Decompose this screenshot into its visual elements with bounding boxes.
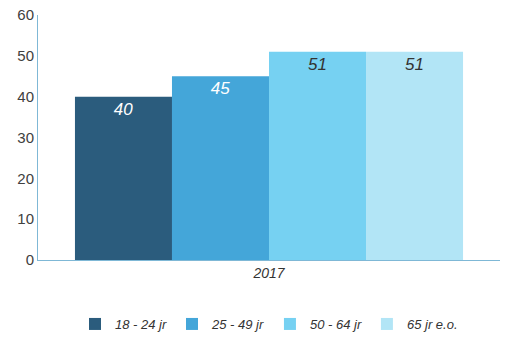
svg-text:60: 60	[17, 6, 34, 23]
svg-text:25 - 49 jr: 25 - 49 jr	[211, 317, 264, 332]
svg-text:2017: 2017	[252, 265, 285, 281]
svg-text:10: 10	[17, 210, 34, 227]
svg-text:40: 40	[114, 100, 133, 119]
svg-text:0: 0	[26, 251, 34, 268]
svg-text:50 - 64 jr: 50 - 64 jr	[310, 317, 362, 332]
svg-text:50: 50	[17, 47, 34, 64]
svg-text:18 - 24 jr: 18 - 24 jr	[115, 317, 167, 332]
svg-text:20: 20	[17, 170, 34, 187]
svg-text:51: 51	[405, 55, 424, 74]
svg-text:45: 45	[211, 79, 230, 98]
svg-text:40: 40	[17, 88, 34, 105]
svg-text:30: 30	[17, 129, 34, 146]
svg-text:51: 51	[308, 55, 327, 74]
svg-text:65 jr e.o.: 65 jr e.o.	[407, 317, 458, 332]
